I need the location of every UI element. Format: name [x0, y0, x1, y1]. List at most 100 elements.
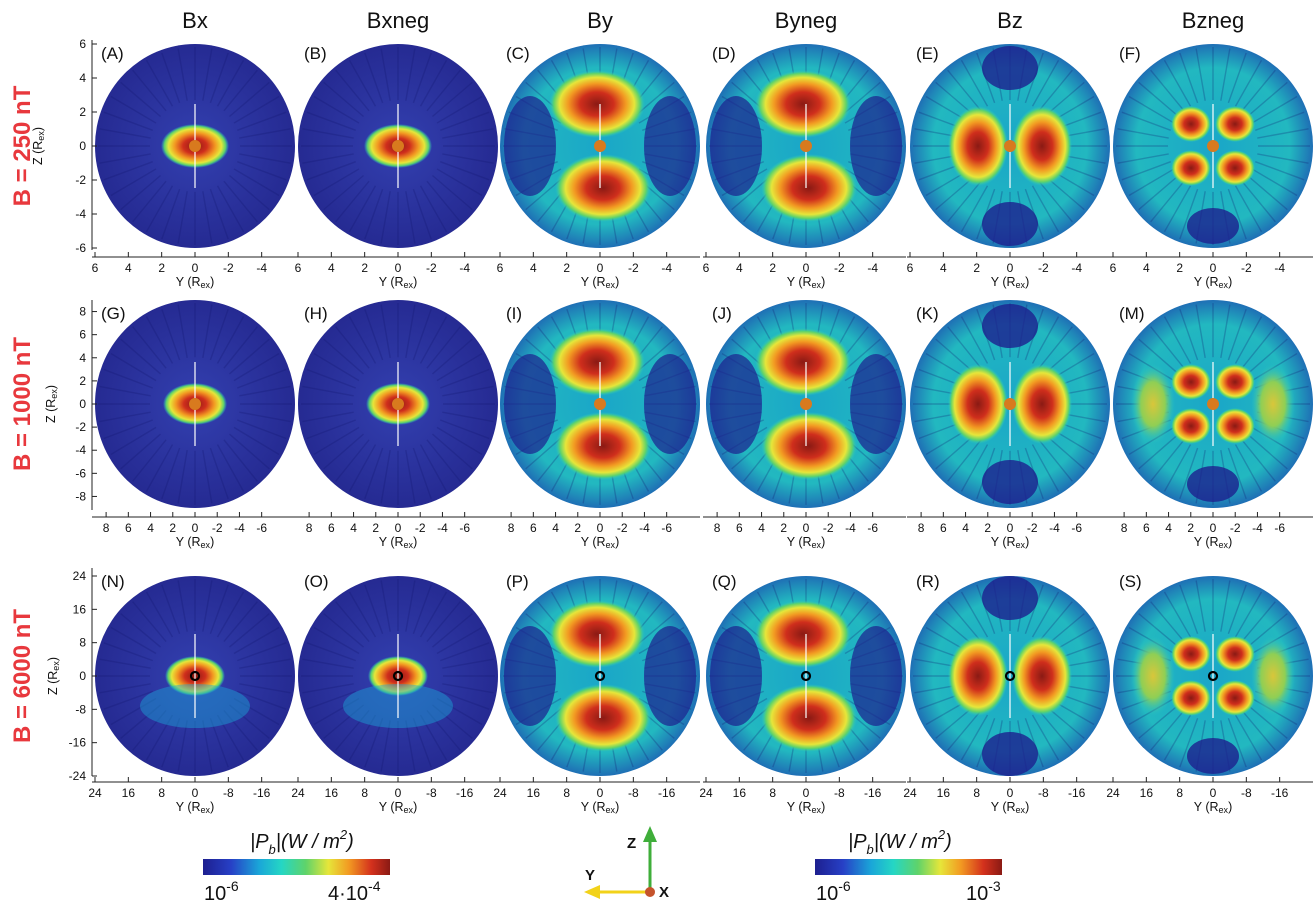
y-tick-label: 6 — [79, 328, 86, 342]
panel-tag: (S) — [1119, 572, 1142, 591]
x-tick-label: 8 — [973, 786, 980, 800]
streak — [110, 95, 157, 124]
panel-c: (C) 6 4 2 0 -2 -4 Y (Rex) — [497, 44, 700, 290]
x-tick-label: -16 — [456, 786, 474, 800]
x-axis: 6 4 2 0 -2 -4 Y (Rex) — [497, 252, 700, 290]
x-tick-label: -4 — [437, 521, 448, 535]
x-tick-label: 6 — [907, 261, 914, 275]
planet-icon — [189, 670, 201, 682]
streak — [1234, 714, 1263, 761]
streak — [237, 419, 287, 440]
streak — [432, 613, 473, 648]
x-tick-label: 4 — [1165, 521, 1172, 535]
quad-lobe — [1215, 106, 1255, 142]
x-tick-label: 16 — [325, 786, 339, 800]
planet-icon — [594, 670, 606, 682]
streak — [947, 180, 982, 223]
colorbar-right: |Pb|(W / m2) 10-6 10-3 — [815, 827, 1002, 905]
streak — [237, 690, 287, 710]
triad-z-label: Z — [627, 835, 636, 852]
x-tick-label: 8 — [714, 521, 721, 535]
streak — [412, 718, 432, 768]
streak — [1195, 48, 1206, 101]
streak — [237, 368, 287, 389]
streak — [223, 326, 258, 369]
streak — [1247, 174, 1288, 211]
streak — [161, 308, 181, 361]
y-tick-label: 0 — [79, 139, 86, 153]
x-axis-label: Y (Rex) — [991, 800, 1029, 815]
planet-icon — [594, 140, 606, 152]
quad-lobe — [1171, 680, 1211, 716]
panel-e: (E) 6 4 2 0 -2 -4 Y (Rex) — [907, 44, 1110, 290]
streak — [440, 111, 490, 131]
x-axis-dot-icon — [645, 887, 655, 897]
panel-s: (S) 24 16 8 0 -8 -16 Y (Rex) — [1106, 572, 1313, 815]
streak — [1038, 710, 1073, 751]
x-tick-label: 24 — [903, 786, 917, 800]
streak — [1138, 704, 1179, 739]
streak — [209, 188, 229, 240]
streak — [99, 128, 151, 139]
x-tick-label: -2 — [212, 521, 223, 535]
streak — [233, 626, 280, 655]
streak — [1241, 439, 1276, 482]
quad-lobe — [1171, 408, 1211, 444]
streak — [1227, 447, 1247, 500]
upper-lobe — [755, 70, 851, 138]
streak — [120, 433, 161, 470]
x-tick-label: 0 — [192, 786, 199, 800]
x-axis-label: Y (Rex) — [1194, 800, 1232, 815]
streak — [233, 426, 280, 456]
x-axis-label: Y (Rex) — [581, 535, 619, 550]
axis-triad: Z Y X — [584, 826, 669, 901]
dark-top — [982, 576, 1038, 620]
x-tick-label: -2 — [223, 261, 234, 275]
streak — [412, 308, 432, 361]
upper-lobe — [549, 328, 645, 396]
streak — [412, 447, 432, 500]
streak — [1257, 153, 1309, 164]
panel-tag: (G) — [101, 304, 126, 323]
streak — [1179, 447, 1199, 500]
x-axis: 8 6 4 2 0 -2 -4 -6 Y (Rex) — [92, 512, 295, 550]
x-tick-label: -4 — [639, 521, 650, 535]
planet-icon — [800, 398, 812, 410]
streak — [412, 52, 432, 104]
streak — [364, 308, 384, 361]
dark-left — [710, 354, 762, 454]
streak — [1179, 584, 1199, 634]
x-axis: 6 4 2 0 -2 -4 Y (Rex) — [1110, 252, 1313, 290]
streak — [426, 69, 461, 112]
panel-tag: (H) — [304, 304, 328, 323]
streak — [419, 714, 448, 761]
streak — [229, 613, 270, 648]
column-header-0: Bx — [182, 8, 208, 33]
dark-left — [710, 96, 762, 196]
streak — [947, 710, 982, 751]
x-tick-label: 16 — [1140, 786, 1154, 800]
streak — [1031, 591, 1060, 638]
y-tick-label: 2 — [79, 105, 86, 119]
streak — [103, 111, 153, 131]
streak — [132, 326, 167, 369]
streak — [209, 308, 229, 361]
column-header-5: Bzneg — [1182, 8, 1244, 33]
streak — [335, 710, 370, 751]
x-tick-label: 0 — [192, 261, 199, 275]
y-tick-label: -8 — [75, 489, 86, 503]
streak — [99, 683, 151, 694]
streak — [364, 52, 384, 104]
panel-r: (R) 24 16 8 0 -8 -16 Y (Rex) — [903, 572, 1110, 815]
panel-f: (F) 6 4 2 0 -2 -4 Y (Rex) — [1110, 44, 1313, 290]
planet-icon — [189, 398, 201, 410]
quad-lobe — [1215, 364, 1255, 400]
streak — [223, 710, 258, 751]
streak — [1163, 59, 1192, 107]
x-tick-label: 16 — [937, 786, 951, 800]
y-tick-label: 8 — [79, 636, 86, 650]
panel-q: (Q) 24 16 8 0 -8 -16 Y (Rex) — [699, 572, 906, 815]
x-tick-label: -4 — [867, 261, 878, 275]
streak — [1179, 52, 1199, 104]
panel-tag: (E) — [916, 44, 939, 63]
